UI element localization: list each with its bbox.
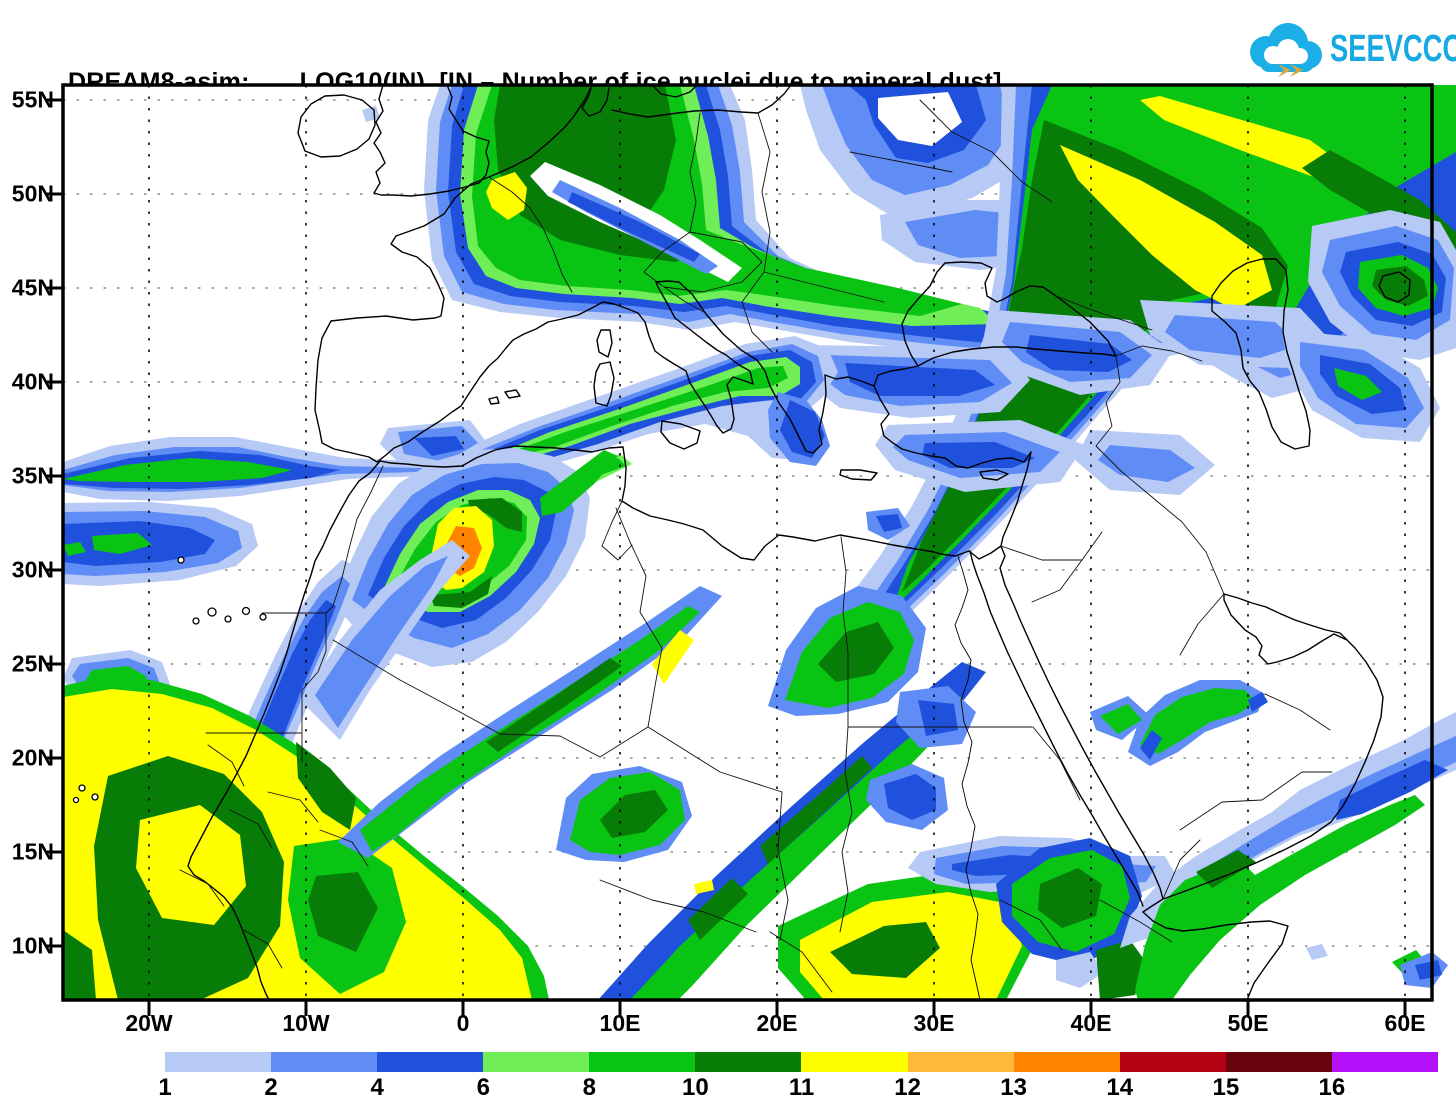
colorbar-tick-label: 10	[682, 1074, 709, 1101]
colorbar-segment	[1119, 1052, 1226, 1072]
lon-tick-label: 10W	[282, 1010, 330, 1036]
colorbar-tick-label: 1	[158, 1074, 172, 1101]
colorbar-segment	[1225, 1052, 1332, 1072]
colorbar-labels: 1 2 4 6 8 10 11 12 13 14 15 16	[158, 1072, 1438, 1102]
colorbar-tick-label: 14	[1106, 1074, 1134, 1101]
lat-tick-label: 50N	[11, 180, 54, 207]
lat-tick-label: 25N	[11, 650, 54, 677]
colorbar-segment	[271, 1052, 378, 1072]
colorbar-tick-label: 4	[370, 1074, 384, 1101]
color-legend: 1 2 4 6 8 10 11 12 13 14 15 16	[158, 1052, 1438, 1104]
colorbar-segment	[589, 1052, 696, 1072]
colorbar-segment	[1013, 1052, 1120, 1072]
lon-tick-label: 20E	[756, 1010, 798, 1036]
seevccc-logo: SEEVCCC	[1236, 18, 1456, 80]
colorbar-segment	[483, 1052, 590, 1072]
axis-ticks	[47, 98, 1407, 1016]
lat-tick-label: 35N	[11, 462, 54, 489]
lon-tick-label: 0	[456, 1010, 470, 1036]
coastlines	[72, 84, 1411, 1001]
lat-tick-label: 45N	[11, 274, 54, 301]
colorbar-segment	[377, 1052, 484, 1072]
lon-tick-label: 40E	[1070, 1010, 1112, 1036]
logo-wordmark: SEEVCCC	[1330, 27, 1456, 70]
colorbar-tick-label: 11	[788, 1074, 815, 1101]
colorbar-tick-label: 15	[1212, 1074, 1240, 1101]
lon-tick-label: 30E	[913, 1010, 955, 1036]
dust-concentration-field	[63, 85, 1456, 1000]
lat-tick-label: 15N	[11, 838, 54, 865]
colorbar-tick-label: 13	[1000, 1074, 1028, 1101]
map-frame	[61, 83, 1434, 1002]
country-borders	[179, 99, 1333, 993]
cloud-lightning-icon	[1250, 23, 1322, 77]
lat-tick-label: 55N	[11, 86, 54, 113]
lon-tick-label: 60E	[1384, 1010, 1426, 1036]
lat-tick-label: 30N	[11, 556, 54, 583]
lon-tick-label: 10E	[599, 1010, 641, 1036]
colorbar-tick-label: 2	[264, 1074, 278, 1101]
nile-river	[954, 555, 981, 1001]
colorbar-segment	[695, 1052, 802, 1072]
lon-tick-label: 50E	[1227, 1010, 1269, 1036]
colorbar-segment	[801, 1052, 908, 1072]
colorbar-tick-label: 12	[894, 1074, 921, 1101]
lat-tick-label: 10N	[11, 932, 54, 959]
colorbar-segment	[907, 1052, 1014, 1072]
colorbar	[165, 1052, 1438, 1072]
colorbar-tick-label: 16	[1318, 1074, 1346, 1101]
colorbar-segment	[1331, 1052, 1438, 1072]
colorbar-segment	[165, 1052, 272, 1072]
lat-tick-label: 20N	[11, 744, 54, 771]
colorbar-tick-label: 6	[476, 1074, 490, 1101]
colorbar-tick-label: 8	[582, 1074, 597, 1101]
lon-tick-label: 20W	[125, 1010, 173, 1036]
lat-tick-label: 40N	[11, 368, 54, 395]
